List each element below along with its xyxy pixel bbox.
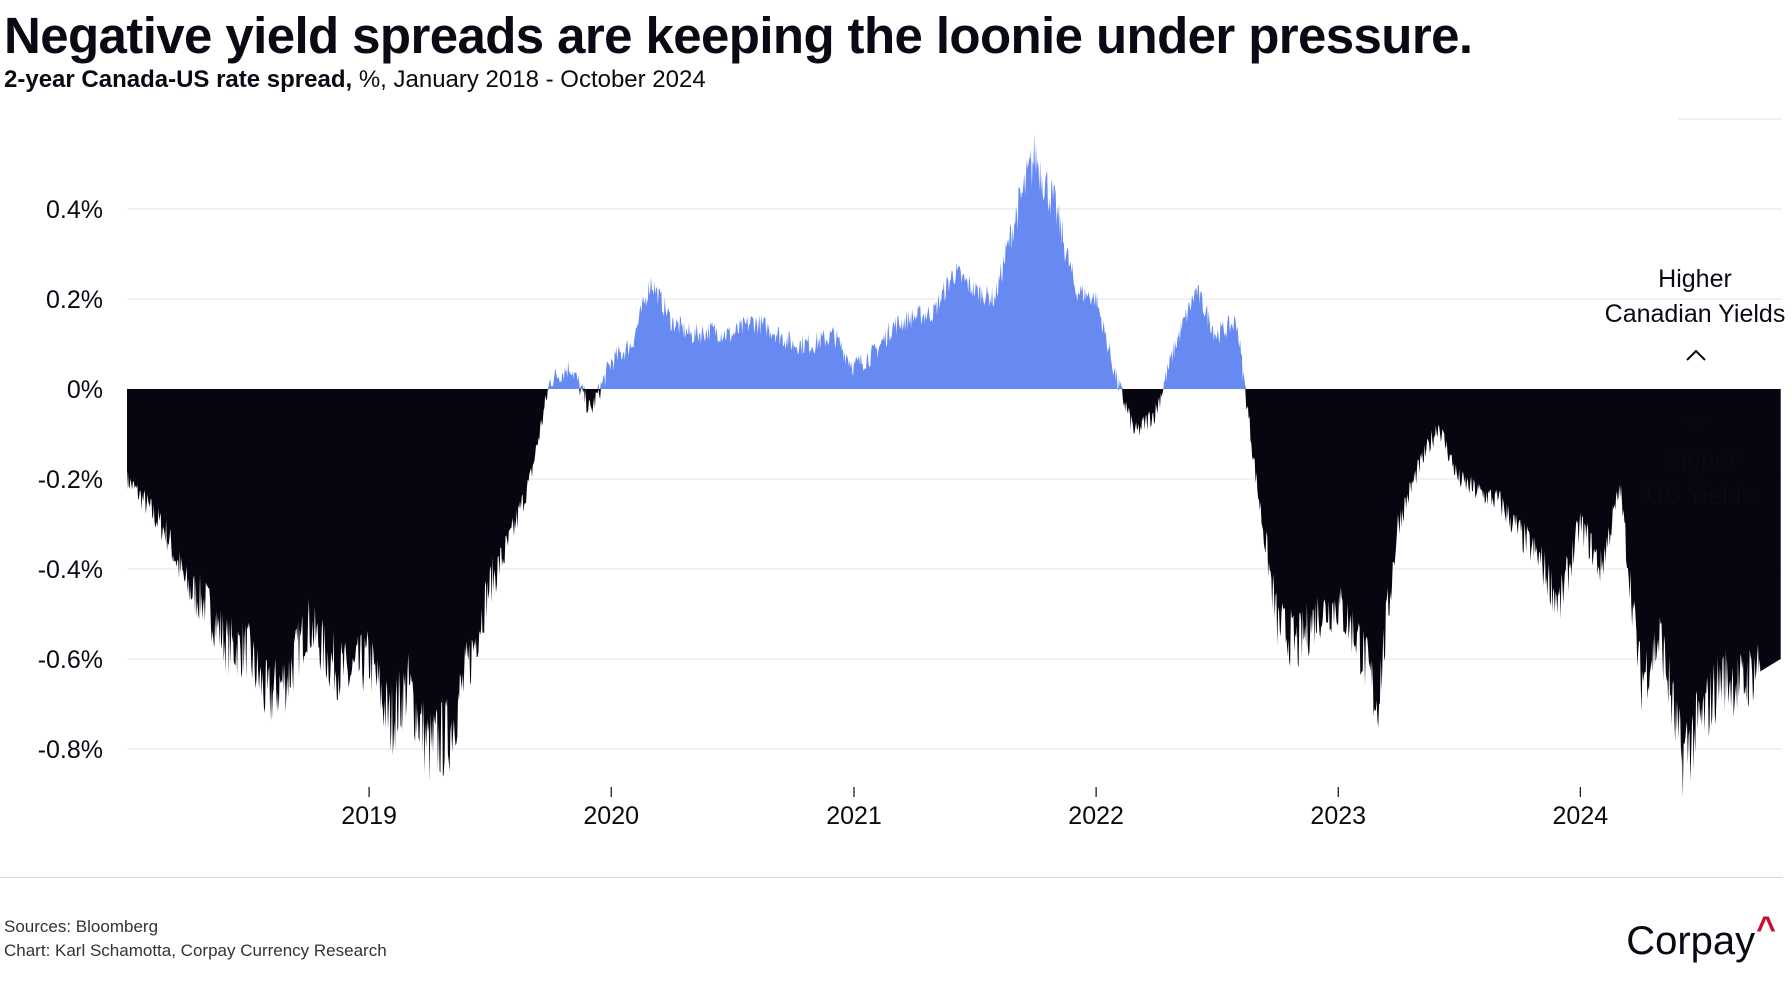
x-axis: 2019 2020 2021 2022 2023 2024 (341, 787, 1608, 830)
y-tick-label: -0.2% (38, 466, 103, 494)
y-tick-label: -0.4% (38, 556, 103, 584)
logo-text: Corpay (1626, 919, 1756, 963)
annotation-up-line1: Higher (1658, 265, 1732, 293)
chart-subtitle: 2-year Canada-US rate spread, %, January… (4, 66, 706, 94)
y-tick-label: 0.4% (46, 196, 103, 224)
y-tick-label: 0.2% (46, 286, 103, 314)
chevron-down-icon (1687, 417, 1707, 429)
spread-area-chart: 0.4%0.2%0%-0.2%-0.4%-0.6%-0.8% 2019 2020 2… (38, 118, 1782, 830)
annotation-higher-canadian: Higher Canadian Yields (1590, 262, 1792, 332)
spread-area (127, 133, 1781, 798)
x-tick-label: 2021 (826, 802, 882, 830)
subtitle-measure: 2-year Canada-US rate spread, (4, 66, 353, 93)
chevron-up-icon (1686, 349, 1706, 361)
annotation-down-line1: Higher (1663, 447, 1737, 475)
subtitle-range: %, January 2018 - October 2024 (352, 66, 706, 93)
corpay-logo: Corpay^ (1626, 910, 1776, 964)
y-tick-label: -0.8% (38, 736, 103, 764)
x-tick-label: 2024 (1553, 802, 1609, 830)
x-tick-label: 2020 (583, 802, 639, 830)
credit-line: Chart: Karl Schamotta, Corpay Currency R… (4, 941, 387, 960)
x-tick-label: 2019 (341, 802, 397, 830)
footer-divider (0, 877, 1783, 878)
chart-title: Negative yield spreads are keeping the l… (4, 7, 1473, 64)
positive-spread-area (127, 133, 1781, 389)
y-tick-label: 0% (67, 376, 103, 404)
x-tick-label: 2023 (1310, 802, 1366, 830)
sources-line: Sources: Bloomberg (4, 917, 159, 936)
logo-caret: ^ (1756, 910, 1776, 948)
y-axis: 0.4% 0.2% 0% -0.2% -0.4% -0.6% -0.8% (38, 196, 103, 764)
annotation-down-line2: US Yields (1645, 482, 1755, 510)
negative-spread-area (127, 389, 1781, 798)
annotation-up-line2: Canadian Yields (1604, 300, 1786, 328)
y-tick-label: -0.6% (38, 646, 103, 674)
x-tick-label: 2022 (1068, 802, 1124, 830)
annotation-higher-us: Higher US Yields (1600, 444, 1792, 514)
footer-notes: Sources: Bloomberg Chart: Karl Schamotta… (4, 915, 387, 963)
